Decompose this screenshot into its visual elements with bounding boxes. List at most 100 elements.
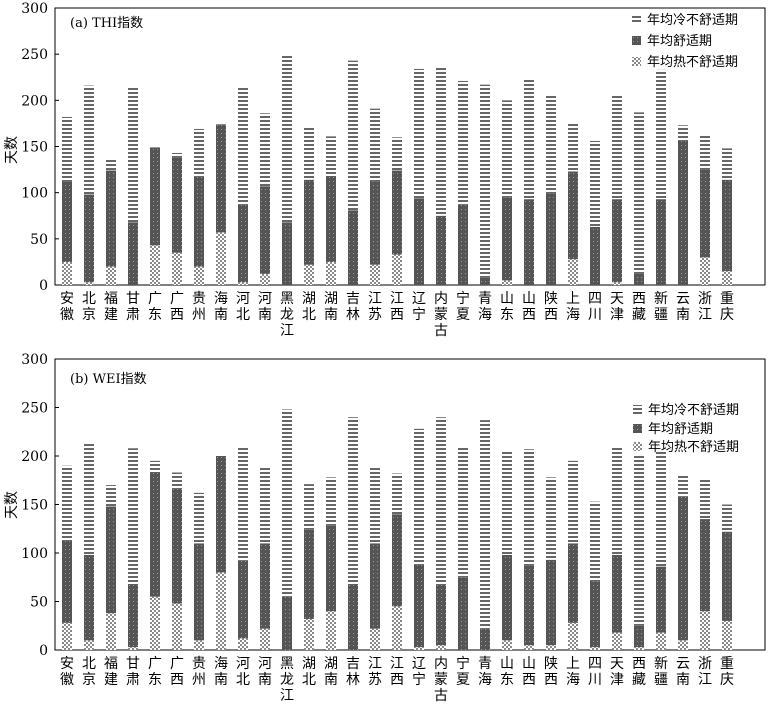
legend-label-hot: 年均热不舒适期	[648, 440, 739, 455]
y-tick-label: 250	[21, 47, 48, 63]
x-tick-label: 龙	[280, 307, 294, 323]
bar-comfort	[282, 596, 292, 650]
bar-cold	[436, 417, 446, 586]
x-tick-label: 宁	[412, 671, 426, 688]
x-tick-label: 内	[434, 656, 448, 672]
x-tick-label: 上	[566, 291, 580, 307]
x-tick-label: 津	[610, 307, 624, 323]
x-tick-label: 广	[148, 656, 162, 672]
bar-comfort	[106, 506, 116, 614]
bar-cold	[392, 137, 402, 171]
bar-cold	[238, 446, 248, 561]
bar-cold	[480, 84, 490, 278]
x-tick-label: 藏	[632, 307, 646, 323]
legend-label-hot: 年均热不舒适期	[647, 55, 738, 70]
x-tick-label: 海	[566, 672, 580, 688]
bar-comfort	[370, 543, 380, 629]
x-tick-label: 福	[104, 656, 118, 672]
x-tick-label: 疆	[654, 307, 668, 323]
bar-comfort	[678, 140, 688, 285]
bar-cold	[370, 108, 380, 182]
x-tick-label: 西	[522, 307, 536, 323]
x-tick-label: 西	[632, 291, 646, 307]
bar-cold	[700, 478, 710, 520]
x-tick-label: 江	[368, 656, 382, 672]
x-tick-label: 东	[500, 672, 514, 688]
chart-title: (a) THI指数	[70, 16, 143, 31]
bar-comfort	[436, 215, 446, 285]
x-tick-label: 上	[566, 656, 580, 672]
bar-comfort	[172, 157, 182, 253]
bar-cold	[348, 60, 358, 211]
bar-comfort	[84, 554, 94, 641]
y-tick-label: 200	[21, 449, 48, 465]
bar-comfort	[326, 176, 336, 262]
x-tick-label: 陕	[544, 291, 558, 307]
bar-comfort	[722, 531, 732, 621]
x-tick-label: 甘	[126, 656, 140, 672]
bar-comfort	[392, 170, 402, 255]
x-tick-label: 西	[170, 672, 184, 688]
bar-cold	[436, 66, 446, 216]
x-tick-label: 庆	[720, 672, 734, 688]
bar-hot	[414, 647, 424, 650]
bar-hot	[84, 282, 94, 285]
x-tick-label: 藏	[632, 672, 646, 688]
bar-comfort	[128, 222, 138, 285]
legend: 年均冷不舒适期 年均舒适期 年均热不舒适期	[632, 13, 738, 70]
bar-cold	[722, 148, 732, 180]
y-axis-label: 天数	[4, 491, 20, 519]
bar-hot	[722, 271, 732, 285]
x-tick-label: 山	[522, 291, 536, 307]
bar-comfort	[238, 560, 248, 639]
x-tick-label: 疆	[654, 672, 668, 688]
x-tick-label: 龙	[280, 672, 294, 688]
x-tick-label: 南	[676, 672, 690, 688]
x-tick-label: 四	[588, 291, 602, 307]
x-tick-label: 贵	[192, 656, 206, 672]
x-tick-label: 徽	[60, 307, 74, 323]
bar-comfort	[216, 456, 226, 573]
x-tick-label: 肃	[126, 672, 140, 688]
x-tick-label: 东	[148, 307, 162, 323]
y-tick-label: 200	[21, 93, 48, 109]
x-tick-label: 河	[236, 291, 250, 307]
bar-cold	[458, 446, 468, 578]
bar-cold	[568, 460, 578, 544]
bar-comfort	[436, 585, 446, 646]
bar-comfort	[106, 170, 116, 267]
bar-comfort	[590, 581, 600, 648]
bar-hot	[568, 622, 578, 650]
bar-hot	[106, 613, 116, 650]
bar-comfort	[238, 204, 248, 283]
x-tick-label: 辽	[412, 656, 426, 672]
bar-cold	[656, 69, 666, 200]
legend-label-comfort: 年均舒适期	[648, 422, 713, 437]
bar-comfort	[62, 540, 72, 623]
bar-cold	[304, 484, 314, 530]
bar-cold	[502, 450, 512, 555]
bar-cold	[392, 473, 402, 515]
bar-cold	[172, 152, 182, 158]
x-tick-label: 海	[214, 656, 228, 672]
x-tick-label: 西	[632, 656, 646, 672]
bar-cold	[128, 448, 138, 585]
bar-comfort	[304, 529, 314, 619]
bar-cold	[414, 68, 424, 199]
bar-comfort	[612, 554, 622, 633]
x-tick-label: 西	[544, 672, 558, 688]
bar-cold	[546, 477, 556, 560]
x-tick-label: 江	[698, 672, 712, 688]
x-tick-label: 林	[346, 672, 360, 688]
bar-hot	[392, 254, 402, 285]
bar-hot	[502, 640, 512, 650]
bar-hot	[612, 282, 622, 285]
legend-swatch-comfort	[633, 424, 642, 433]
bar-hot	[172, 252, 182, 285]
bar-hot	[238, 638, 248, 650]
bar-hot	[62, 622, 72, 650]
bar-cold	[678, 125, 688, 141]
bar-comfort	[524, 565, 534, 646]
x-tick-label: 湖	[324, 291, 338, 307]
bar-comfort	[150, 472, 160, 597]
